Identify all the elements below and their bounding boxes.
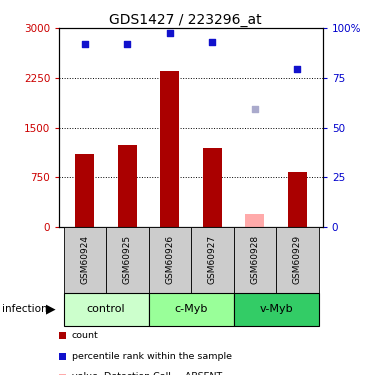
Text: GSM60926: GSM60926	[165, 235, 174, 284]
Text: control: control	[87, 304, 125, 314]
Bar	[288, 172, 307, 227]
Text: infection: infection	[2, 304, 47, 314]
Text: count: count	[72, 331, 98, 340]
Text: GSM60927: GSM60927	[208, 235, 217, 284]
Text: value, Detection Call = ABSENT: value, Detection Call = ABSENT	[72, 372, 222, 375]
Text: c-Myb: c-Myb	[174, 304, 208, 314]
Text: GSM60924: GSM60924	[81, 235, 89, 284]
Point	[82, 41, 88, 47]
Bar	[63, 227, 106, 292]
Bar	[148, 292, 234, 326]
Bar	[148, 227, 191, 292]
Text: v-Myb: v-Myb	[259, 304, 293, 314]
Text: GSM60925: GSM60925	[123, 235, 132, 284]
Text: ▶: ▶	[46, 303, 56, 316]
Bar	[191, 227, 234, 292]
Text: GSM60929: GSM60929	[293, 235, 302, 284]
Point	[252, 106, 258, 112]
Point	[124, 41, 130, 47]
Bar	[75, 154, 94, 227]
Bar	[203, 148, 222, 227]
Bar	[160, 70, 180, 227]
Bar	[234, 227, 276, 292]
Bar	[245, 214, 265, 227]
Point	[294, 66, 300, 72]
Text: percentile rank within the sample: percentile rank within the sample	[72, 352, 232, 361]
Point	[167, 30, 173, 36]
Bar	[63, 292, 148, 326]
Bar	[234, 292, 319, 326]
Bar	[276, 227, 319, 292]
Bar	[118, 146, 137, 227]
Point	[209, 39, 215, 45]
Bar	[106, 227, 148, 292]
Text: GSM60928: GSM60928	[250, 235, 259, 284]
Text: GDS1427 / 223296_at: GDS1427 / 223296_at	[109, 13, 262, 27]
